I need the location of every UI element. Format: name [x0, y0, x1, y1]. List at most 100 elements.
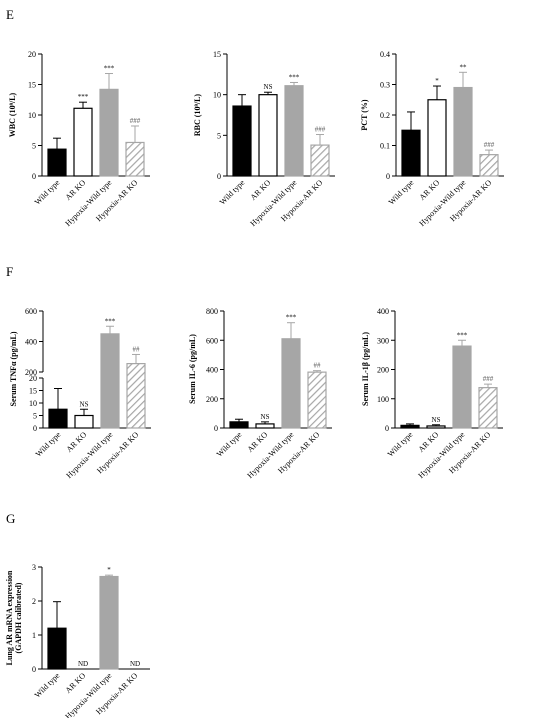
y-tick-label: 5: [217, 131, 221, 140]
x-tick-label-ar-ko: AR KO: [65, 430, 89, 454]
bar-wild-type: [400, 424, 420, 429]
y-tick-label: 10: [213, 91, 221, 100]
y-axis-label-line2: (GAPDH calibrated): [14, 582, 23, 653]
x-tick-label-wild-type: Wild type: [33, 178, 62, 207]
bar-ar-ko: [258, 94, 278, 177]
bar-hypoxia-ar-ko: [479, 154, 499, 177]
significance-marker-ar-ko: NS: [80, 400, 89, 408]
significance-marker-hypoxia-ar-ko: ###: [484, 141, 495, 149]
y-tick-label: 0: [32, 172, 36, 181]
y-tick-label: 0: [214, 424, 218, 433]
significance-marker-ar-ko: *: [435, 77, 439, 85]
bar-hypoxia-ar-ko: [310, 144, 330, 177]
y-axis-label: Serum IL-6 (pg/mL): [188, 334, 197, 404]
bar-hypoxia-ar-ko: [126, 363, 146, 429]
significance-marker-ar-ko: NS: [261, 413, 270, 421]
bar-hypoxia-wild-type: [453, 86, 473, 177]
y-tick-label: 400: [377, 307, 389, 316]
y-tick-label: 0.4: [380, 50, 390, 59]
x-tick-label-wild-type: Wild type: [218, 178, 247, 207]
bar-hypoxia-ar-ko: [478, 387, 498, 429]
bar-wild-type: [229, 421, 249, 429]
chart-pct: PCT (%) 0 0.1 0.2 0.3 0.4 Wild type * AR KO ** Hyp…: [360, 50, 504, 228]
y-tick-label: 0: [33, 424, 37, 433]
y-tick-label: 2: [32, 597, 36, 606]
y-tick-label: 1: [32, 631, 36, 640]
y-tick-label: 15: [213, 50, 221, 59]
significance-marker-hypoxia-wild-type: *: [107, 566, 111, 574]
y-tick-label: 400: [206, 366, 218, 375]
bar-ar-ko: [426, 425, 446, 429]
y-tick-label: 0: [385, 424, 389, 433]
bar-hypoxia-wild-type: [99, 88, 119, 177]
bar-ar-ko: [255, 423, 275, 429]
x-tick-label-wild-type: Wild type: [386, 430, 415, 459]
bar-hypoxia-wild-type: [452, 345, 472, 429]
panel-label-f: F: [6, 264, 13, 279]
bar-hypoxia-ar-ko: [125, 141, 145, 177]
significance-marker-hypoxia-wild-type: ***: [105, 317, 116, 325]
bar-wild-type: [48, 408, 68, 429]
x-tick-label-ar-ko: AR KO: [246, 430, 270, 454]
y-tick-label: 20: [28, 50, 36, 59]
y-tick-label: 0: [32, 665, 36, 674]
significance-marker-ar-ko: NS: [432, 416, 441, 424]
chart-rbc: RBC (10⁹/L) 0 5 10 15 Wild type NS AR KO *** Hypo…: [193, 50, 335, 228]
y-tick-label: 0: [386, 172, 390, 181]
y-tick-label: 10: [29, 399, 37, 408]
x-tick-label-wild-type: Wild type: [387, 178, 416, 207]
bar-hypoxia-ar-ko: [307, 371, 327, 429]
y-tick-label: 600: [25, 307, 37, 316]
x-tick-label-hypoxia-wild-type: Hypoxia-Wild type: [64, 430, 114, 480]
y-tick-label: 800: [206, 307, 218, 316]
significance-marker-hypoxia-ar-ko: ###: [315, 126, 326, 134]
y-tick-label: 200: [206, 395, 218, 404]
bar-hypoxia-wild-type: [281, 338, 301, 429]
x-tick-label-ar-ko: AR KO: [64, 671, 88, 695]
y-tick-label: 10: [28, 111, 36, 120]
y-tick-label: 0.3: [380, 81, 390, 90]
x-tick-label-wild-type: Wild type: [215, 430, 244, 459]
y-tick-label: 200: [25, 368, 37, 377]
y-tick-label: 300: [377, 336, 389, 345]
bar-wild-type: [232, 105, 252, 177]
y-tick-label: 5: [32, 142, 36, 151]
bar-hypoxia-wild-type: [100, 333, 120, 429]
chart-il6: Serum IL-6 (pg/mL) 0 200 400 600 800 Wild type…: [188, 307, 332, 480]
chart-il1b: Serum IL-1β (pg/mL) 0 100 200 300 400 Wild typ…: [361, 307, 503, 480]
y-tick-label: 400: [25, 338, 37, 347]
x-tick-label-ar-ko: AR KO: [418, 178, 442, 202]
bar-wild-type: [401, 129, 421, 177]
y-tick-label: 0.2: [380, 111, 390, 120]
significance-marker-hypoxia-ar-ko: ND: [130, 660, 140, 668]
significance-marker-ar-ko: NS: [264, 83, 273, 91]
y-tick-label: 600: [206, 336, 218, 345]
y-axis-label: RBC (10⁹/L): [193, 94, 202, 137]
x-tick-label-ar-ko: AR KO: [249, 178, 273, 202]
y-axis-label: Serum IL-1β (pg/mL): [361, 332, 370, 406]
x-tick-label-wild-type: Wild type: [33, 671, 62, 700]
x-tick-label-hypoxia-wild-type: Hypoxia-Wild type: [63, 671, 113, 718]
bar-ar-ko: [427, 99, 447, 177]
y-tick-label: 20: [29, 374, 37, 383]
chart-lar: Lung AR mRNA expression (GAPDH calibrated…: [5, 563, 150, 721]
y-tick-label: 15: [29, 387, 37, 396]
significance-marker-hypoxia-wild-type: **: [460, 63, 468, 71]
x-tick-label-wild-type: Wild type: [34, 430, 63, 459]
significance-marker-hypoxia-ar-ko: ###: [483, 375, 494, 383]
y-tick-label: 200: [377, 366, 389, 375]
bar-ar-ko: [73, 107, 93, 177]
significance-marker-ar-ko: ND: [78, 660, 88, 668]
y-tick-label: 15: [28, 81, 36, 90]
significance-marker-hypoxia-wild-type: ***: [104, 65, 115, 73]
y-tick-label: 100: [377, 395, 389, 404]
y-axis-label: Lung AR mRNA expression: [5, 570, 14, 665]
panel-label-e: E: [6, 7, 14, 22]
significance-marker-hypoxia-wild-type: ***: [457, 331, 468, 339]
bar-ar-ko: [74, 414, 94, 429]
significance-marker-hypoxia-ar-ko: ##: [314, 362, 322, 370]
significance-marker-hypoxia-wild-type: ***: [289, 73, 300, 81]
significance-marker-hypoxia-ar-ko: ##: [133, 345, 141, 353]
